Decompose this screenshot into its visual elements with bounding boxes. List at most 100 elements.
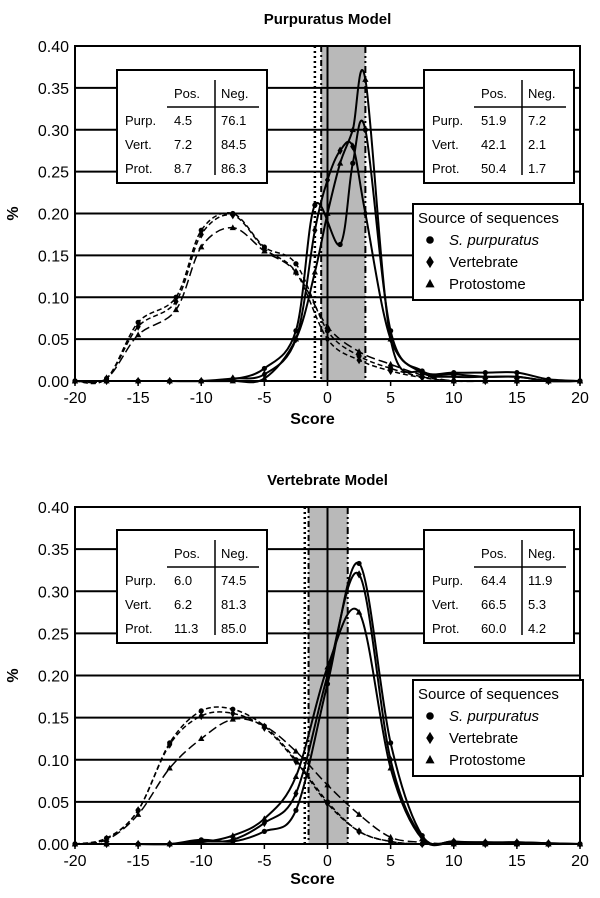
series-positive-triangle-point [482, 373, 489, 380]
chart-title: Purpuratus Model [264, 11, 392, 28]
x-axis-label: Score [290, 871, 335, 888]
series-positive-circle-point [350, 160, 356, 166]
series-negative-triangle-point [292, 268, 300, 275]
x-tick-label: -5 [257, 853, 271, 870]
y-tick-label: 0.40 [38, 500, 69, 517]
stats-table-header: Neg. [528, 546, 555, 561]
series-negative-diamond-point [230, 709, 236, 718]
series-negative-diamond-point [198, 230, 204, 239]
series-positive-triangle-point [450, 370, 457, 377]
stats-table-cell: 81.3 [221, 597, 246, 612]
stats-table-row-label: Vert. [125, 137, 152, 152]
legend-triangle-marker [425, 279, 435, 288]
legend-item-label: S. purpuratus [449, 232, 540, 249]
series-negative-diamond-point [388, 366, 394, 376]
series-negative-diamond-point [135, 806, 141, 815]
series-negative-triangle-point [324, 323, 331, 329]
stats-table-cell: 86.3 [221, 161, 246, 176]
y-tick-label: 0.05 [38, 332, 69, 349]
y-tick-label: 0.25 [38, 165, 69, 182]
legend-box [412, 203, 584, 301]
series-negative-triangle-point [135, 331, 142, 338]
y-axis-label: % [5, 668, 22, 682]
stats-table-cell: 1.7 [528, 161, 546, 176]
y-tick-label: 0.00 [38, 837, 69, 854]
series-positive-diamond-point [337, 146, 343, 155]
x-tick-label: 0 [323, 853, 332, 870]
stats-table-row-label: Purp. [125, 113, 156, 128]
series-positive-triangle-point [229, 832, 236, 838]
x-tick-label: -20 [63, 390, 86, 407]
stats-table-cell: 85.0 [221, 621, 246, 636]
y-tick-label: 0.40 [38, 39, 69, 56]
series-negative-diamond-point [356, 827, 362, 836]
x-tick-label: -20 [63, 853, 86, 870]
legend-title: Source of sequences [418, 210, 559, 227]
series-negative-circle-point [324, 328, 331, 334]
series-negative-triangle-point [229, 715, 236, 722]
series-positive-triangle-point [311, 268, 318, 275]
series-positive-circle-point [293, 807, 299, 813]
legend-diamond-marker [426, 255, 434, 269]
series-positive-diamond-point [350, 142, 356, 151]
stats-table-cell: 7.2 [528, 113, 546, 128]
legend-triangle-marker [425, 755, 435, 764]
series-positive-circle-point [312, 202, 318, 208]
stats-table-header: Pos. [481, 86, 507, 101]
stats-table-row-label: Purp. [432, 573, 463, 588]
series-negative-triangle-point [198, 735, 205, 742]
series-positive-triangle-point [261, 815, 268, 822]
series-positive-triangle-point [349, 126, 356, 133]
plot-frame [74, 506, 581, 845]
x-tick-label: 5 [386, 390, 395, 407]
stats-table-cell: 76.1 [221, 113, 246, 128]
stats-table-header: Neg. [221, 546, 248, 561]
legend-item-label: Protostome [449, 276, 526, 293]
stats-table-header: Pos. [174, 86, 200, 101]
stats-table-box [423, 69, 575, 184]
series-negative-triangle-point [261, 722, 268, 729]
series-positive-circle-point [482, 370, 488, 376]
series-negative-circle-point [356, 353, 362, 359]
series-negative-triangle-point [292, 747, 300, 754]
series-negative-circle-point [135, 319, 141, 325]
stats-table-box [423, 529, 575, 644]
series-positive-diamond-point [261, 370, 267, 379]
legend-circle-marker [426, 236, 434, 244]
stats-table-header: Neg. [221, 86, 248, 101]
series-negative-diamond-point [230, 211, 236, 220]
series-negative-triangle-point [229, 224, 236, 231]
legend-box [412, 679, 584, 777]
y-tick-label: 0.30 [38, 123, 69, 140]
legend-diamond-marker [426, 731, 434, 745]
stats-table-row-label: Vert. [432, 137, 459, 152]
series-negative-diamond-point [324, 799, 331, 808]
series-positive-triangle-point [292, 773, 300, 779]
series-positive-circle-point [261, 828, 267, 834]
series-positive-triangle-point [513, 373, 520, 380]
y-tick-label: 0.15 [38, 248, 69, 265]
y-tick-label: 0.15 [38, 711, 69, 728]
series-positive-diamond-point [293, 789, 299, 798]
legend-title: Source of sequences [418, 686, 559, 703]
y-tick-label: 0.20 [38, 207, 69, 224]
stats-table-cell: 8.7 [174, 161, 192, 176]
series-negative-diamond-point [167, 740, 173, 749]
series-negative-diamond-point [324, 334, 331, 344]
stats-table-cell: 7.2 [174, 137, 192, 152]
series-negative-triangle-point [355, 348, 363, 355]
stats-table-cell: 5.3 [528, 597, 546, 612]
series-positive-triangle-point [355, 608, 363, 615]
legend-item-label: S. purpuratus [449, 708, 540, 725]
legend-item-label: Vertebrate [449, 254, 518, 271]
series-negative-circle-point [198, 227, 204, 233]
stats-table-row-label: Purp. [432, 113, 463, 128]
y-axis-label: % [5, 206, 22, 220]
legend-item-label: Protostome [449, 752, 526, 769]
x-tick-label: 20 [571, 390, 589, 407]
x-tick-label: -10 [190, 853, 213, 870]
x-tick-label: 15 [508, 853, 526, 870]
y-tick-label: 0.05 [38, 795, 69, 812]
purpuratus-model-panel: Purpuratus Model 0.00 0.05 0.10 0.15 0.20 0.25… [5, 11, 589, 428]
series-negative-triangle-point [324, 781, 331, 788]
